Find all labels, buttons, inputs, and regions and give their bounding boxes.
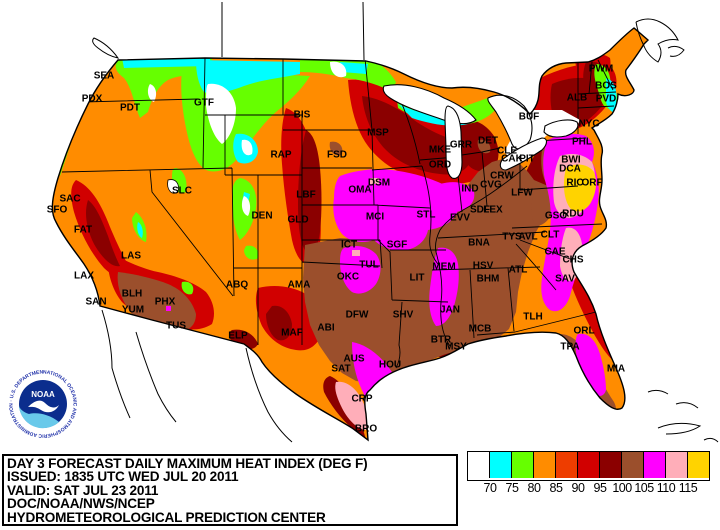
- logo-wave: [19, 406, 59, 429]
- title-box: DAY 3 FORECAST DAILY MAXIMUM HEAT INDEX …: [2, 454, 458, 526]
- logo-gull: [28, 400, 59, 413]
- legend-tick-95: 95: [593, 481, 607, 495]
- white-zones: [147, 61, 347, 216]
- legend-cell-9: [666, 452, 688, 478]
- legend-cell-7: [622, 452, 644, 478]
- neighbor-coastlines: [92, 1, 719, 443]
- legend-tick-70: 70: [483, 481, 497, 495]
- vancouver-island: [92, 37, 120, 59]
- heat-index-legend: 70 75 80 85 90 95 100 105 110 115: [467, 451, 713, 497]
- heat-index-field: [52, 28, 649, 440]
- state-borders: [61, 57, 617, 369]
- us-map-svg: [51, 1, 719, 443]
- logo-noaa-text: NOAA: [31, 390, 55, 399]
- legend-tick-115: 115: [678, 481, 698, 495]
- us-outline: [51, 27, 650, 442]
- noaa-logo: NATIONAL OCEANIC AND ATMOSPHERIC ADMINIS…: [6, 366, 80, 442]
- legend-color-bar: [467, 451, 710, 481]
- legend-cell-2: [512, 452, 534, 478]
- gold-zone: [563, 164, 597, 212]
- baja-mexico: [101, 309, 293, 443]
- legend-cell-1: [490, 452, 512, 478]
- canadian-maritimes: [635, 18, 685, 63]
- legend-cell-3: [534, 452, 556, 478]
- legend-tick-110: 110: [656, 481, 676, 495]
- great-lakes: [382, 84, 579, 179]
- legend-cell-10: [688, 452, 709, 478]
- title-line-agency: DOC/NOAA/NWS/NCEP: [7, 496, 155, 512]
- legend-cell-8: [644, 452, 666, 478]
- legend-cell-6: [600, 452, 622, 478]
- legend-tick-100: 100: [612, 481, 632, 495]
- title-line-valid: VALID: SAT JUL 23 2011: [7, 482, 159, 498]
- lake-michigan: [444, 105, 463, 179]
- lake-ontario: [543, 119, 579, 138]
- canada-border-lines: [221, 1, 365, 61]
- legend-tick-90: 90: [571, 481, 585, 495]
- legend-tick-85: 85: [549, 481, 563, 495]
- legend-tick-75: 75: [505, 481, 519, 495]
- title-line-product: DAY 3 FORECAST DAILY MAXIMUM HEAT INDEX …: [7, 456, 368, 471]
- legend-cell-4: [556, 452, 578, 478]
- bahamas-cuba: [647, 389, 719, 443]
- lake-erie: [499, 137, 548, 171]
- title-line-issued: ISSUED: 1835 UTC WED JUL 20 2011: [7, 469, 239, 485]
- legend-cell-0: [468, 452, 490, 478]
- title-line-center: HYDROMETEOROLOGICAL PREDICTION CENTER: [7, 509, 326, 525]
- map-area: SEA PDX PDT GTF BIS RAP SLC SAC SFO FAT LAS LAX SAN B…: [47, 1, 719, 443]
- legend-tick-105: 105: [634, 481, 654, 495]
- legend-tick-80: 80: [527, 481, 541, 495]
- great-salt-lake: [167, 179, 179, 194]
- legend-cell-5: [578, 452, 600, 478]
